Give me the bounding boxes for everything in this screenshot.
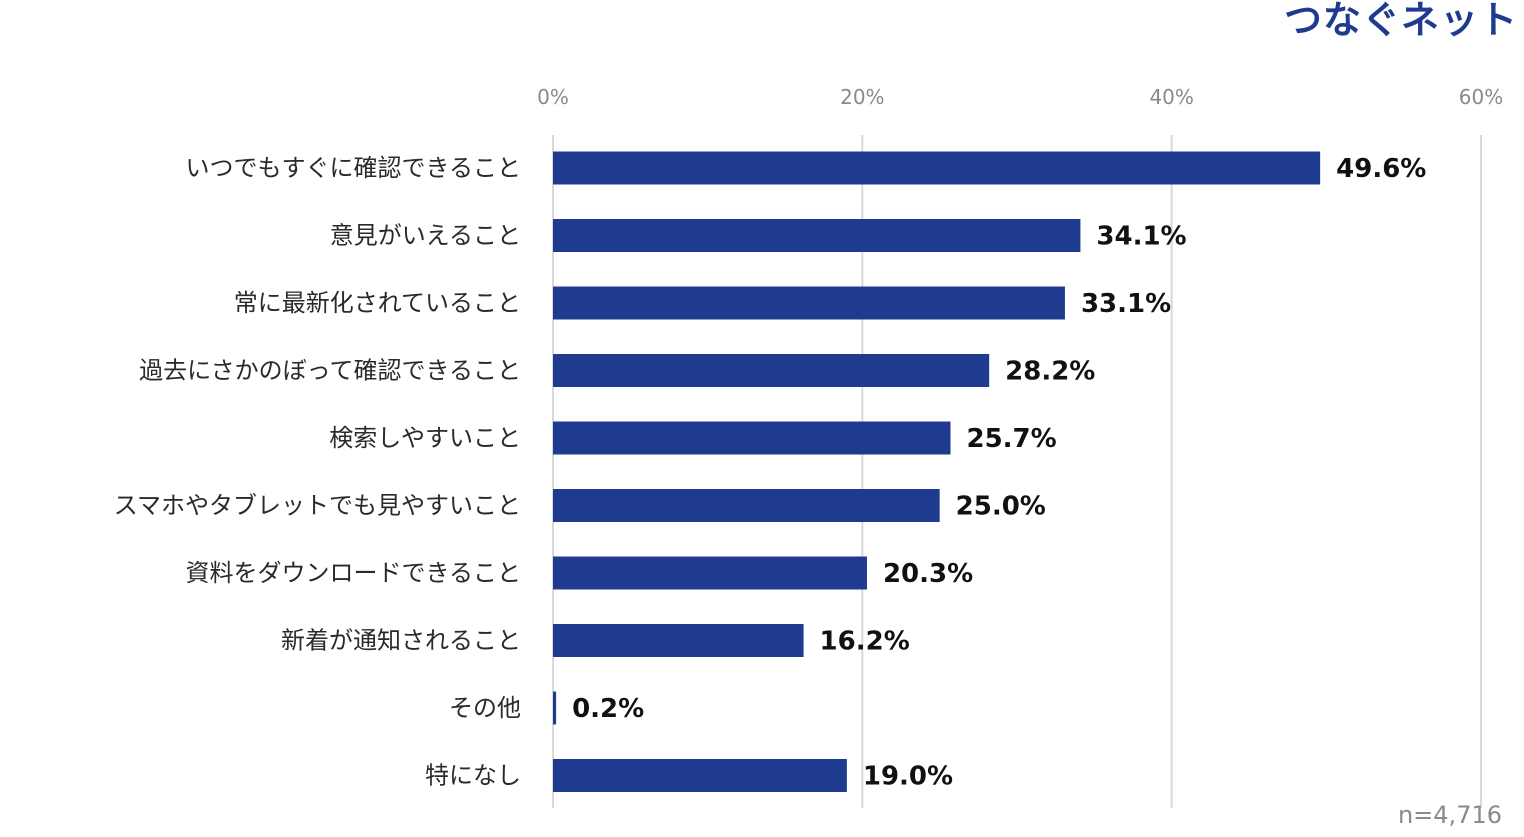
bar: [553, 624, 804, 657]
value-label: 20.3%: [883, 559, 973, 589]
x-tick-label: 60%: [1459, 85, 1503, 109]
bars: [553, 151, 1321, 792]
value-label: 25.7%: [966, 424, 1056, 454]
bar: [553, 421, 951, 455]
category-label: その他: [449, 694, 521, 722]
brand-logo: つなぐネット: [1283, 0, 1518, 42]
x-axis-ticks: 0% 20% 40% 60%: [537, 85, 1503, 109]
value-label: 34.1%: [1096, 222, 1186, 252]
value-label: 16.2%: [820, 627, 910, 657]
category-label: 資料をダウンロードできること: [185, 559, 521, 587]
category-label: 特になし: [425, 762, 521, 790]
category-label: 常に最新化されていること: [234, 289, 521, 317]
category-label: 意見がいえること: [330, 222, 521, 250]
category-label: 過去にさかのぼって確認できること: [139, 357, 521, 385]
bar: [553, 691, 557, 725]
bar: [553, 286, 1065, 320]
x-tick-label: 20%: [840, 85, 884, 109]
bar: [553, 151, 1321, 185]
x-tick-label: 40%: [1149, 85, 1193, 109]
x-tick-label: 0%: [537, 85, 569, 109]
category-label: スマホやタブレットでも見やすいこと: [114, 492, 521, 520]
value-label: 19.0%: [863, 762, 953, 792]
value-label: 33.1%: [1081, 289, 1171, 319]
value-label: 28.2%: [1005, 357, 1095, 387]
value-label: 25.0%: [956, 492, 1046, 522]
value-label: 0.2%: [572, 694, 644, 724]
bar: [553, 556, 867, 590]
value-label: 49.6%: [1336, 154, 1426, 184]
bar: [553, 759, 847, 792]
value-labels: 49.6% 34.1% 33.1% 28.2% 25.7% 25.0% 20.3% 16.2%…: [572, 154, 1426, 792]
category-label: 新着が通知されること: [281, 627, 521, 655]
category-label: いつでもすぐに確認できること: [185, 154, 521, 182]
bar: [553, 489, 940, 522]
category-label: 検索しやすいこと: [329, 424, 521, 452]
sample-size-label: n=4,716: [1397, 801, 1502, 829]
bar: [553, 219, 1081, 252]
category-labels: いつでもすぐに確認できること意見がいえること常に最新化されていること過去にさかの…: [114, 154, 521, 790]
bar: [553, 354, 990, 387]
